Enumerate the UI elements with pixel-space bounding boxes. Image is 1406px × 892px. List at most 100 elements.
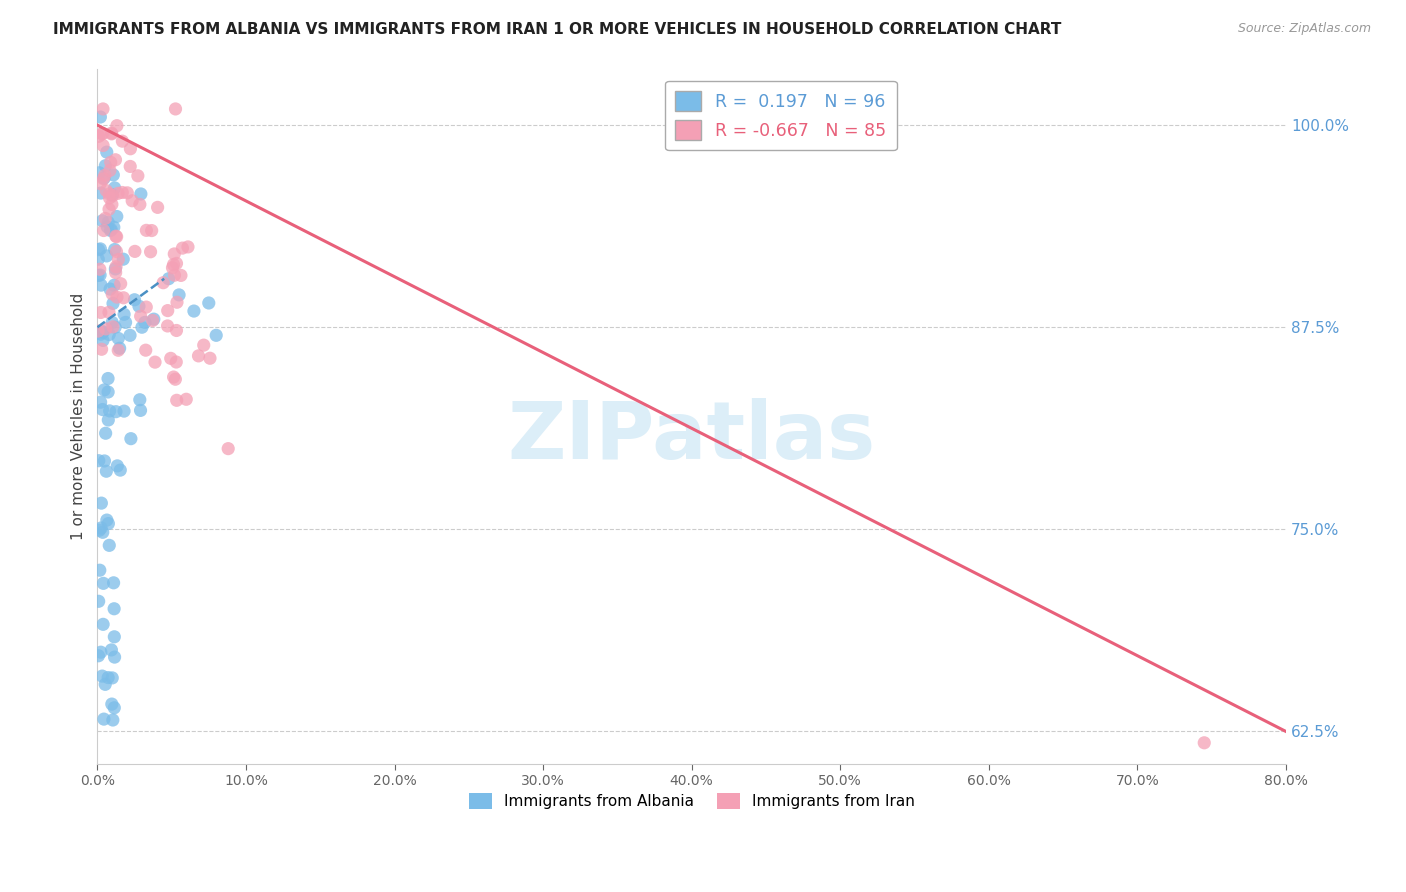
Point bbox=[103, 278, 125, 293]
Point bbox=[105, 244, 128, 259]
Point bbox=[100, 643, 122, 657]
Point bbox=[97, 516, 120, 531]
Point bbox=[139, 244, 162, 259]
Point bbox=[90, 496, 112, 510]
Point bbox=[91, 325, 114, 339]
Point bbox=[87, 453, 110, 467]
Text: ZIPatlas: ZIPatlas bbox=[508, 398, 876, 476]
Point bbox=[98, 538, 121, 552]
Point bbox=[90, 186, 112, 200]
Point bbox=[170, 268, 193, 283]
Legend: Immigrants from Albania, Immigrants from Iran: Immigrants from Albania, Immigrants from… bbox=[463, 787, 921, 815]
Point bbox=[90, 645, 112, 659]
Point bbox=[159, 351, 181, 366]
Point bbox=[105, 458, 128, 473]
Point bbox=[120, 432, 142, 446]
Point bbox=[165, 372, 187, 386]
Point bbox=[98, 191, 121, 205]
Point bbox=[127, 169, 149, 183]
Point bbox=[87, 129, 110, 144]
Point bbox=[162, 260, 184, 275]
Point bbox=[96, 184, 118, 198]
Point bbox=[89, 262, 111, 277]
Point bbox=[89, 242, 111, 256]
Point bbox=[111, 186, 134, 200]
Point bbox=[105, 119, 128, 133]
Point bbox=[174, 392, 197, 407]
Point bbox=[98, 282, 121, 296]
Y-axis label: 1 or more Vehicles in Household: 1 or more Vehicles in Household bbox=[72, 293, 86, 540]
Point bbox=[90, 127, 112, 141]
Point bbox=[105, 210, 128, 224]
Point bbox=[105, 229, 128, 244]
Point bbox=[91, 127, 114, 141]
Point bbox=[94, 322, 117, 336]
Point bbox=[104, 320, 127, 334]
Point bbox=[105, 290, 128, 304]
Point bbox=[134, 315, 156, 329]
Point bbox=[89, 268, 111, 282]
Point bbox=[112, 307, 135, 321]
Point bbox=[104, 405, 127, 419]
Point bbox=[166, 256, 188, 270]
Point bbox=[103, 650, 125, 665]
Point bbox=[91, 617, 114, 632]
Point bbox=[97, 671, 120, 685]
Point bbox=[97, 215, 120, 229]
Point bbox=[163, 268, 186, 283]
Point bbox=[217, 442, 239, 456]
Point bbox=[93, 454, 115, 468]
Point bbox=[93, 171, 115, 186]
Point bbox=[91, 525, 114, 540]
Point bbox=[91, 138, 114, 153]
Point bbox=[98, 327, 121, 342]
Point bbox=[112, 252, 135, 267]
Point bbox=[117, 186, 139, 200]
Point bbox=[94, 159, 117, 173]
Point bbox=[87, 268, 110, 283]
Point bbox=[177, 240, 200, 254]
Point bbox=[156, 303, 179, 318]
Point bbox=[104, 229, 127, 244]
Point bbox=[121, 194, 143, 208]
Point bbox=[183, 304, 205, 318]
Point bbox=[129, 403, 152, 417]
Point bbox=[98, 163, 121, 178]
Point bbox=[104, 243, 127, 257]
Point bbox=[89, 177, 111, 191]
Point bbox=[108, 341, 131, 355]
Point bbox=[143, 355, 166, 369]
Point bbox=[107, 331, 129, 345]
Point bbox=[96, 249, 118, 263]
Point bbox=[101, 315, 124, 329]
Point bbox=[120, 160, 142, 174]
Point bbox=[98, 305, 121, 319]
Point bbox=[93, 576, 115, 591]
Point bbox=[128, 299, 150, 313]
Point bbox=[103, 700, 125, 714]
Point bbox=[101, 187, 124, 202]
Point bbox=[103, 220, 125, 235]
Point bbox=[112, 291, 135, 305]
Point bbox=[120, 142, 142, 156]
Point bbox=[167, 288, 190, 302]
Point bbox=[87, 243, 110, 257]
Point bbox=[157, 271, 180, 285]
Point bbox=[104, 261, 127, 276]
Point bbox=[93, 171, 115, 186]
Point bbox=[94, 211, 117, 226]
Point bbox=[165, 355, 187, 369]
Point bbox=[104, 266, 127, 280]
Point bbox=[96, 464, 118, 478]
Point bbox=[141, 223, 163, 237]
Point bbox=[156, 318, 179, 333]
Point bbox=[165, 102, 187, 116]
Point bbox=[91, 402, 114, 417]
Text: IMMIGRANTS FROM ALBANIA VS IMMIGRANTS FROM IRAN 1 OR MORE VEHICLES IN HOUSEHOLD : IMMIGRANTS FROM ALBANIA VS IMMIGRANTS FR… bbox=[53, 22, 1062, 37]
Point bbox=[97, 384, 120, 399]
Point bbox=[111, 134, 134, 148]
Point bbox=[97, 413, 120, 427]
Point bbox=[142, 313, 165, 327]
Point bbox=[118, 328, 141, 343]
Point bbox=[89, 523, 111, 537]
